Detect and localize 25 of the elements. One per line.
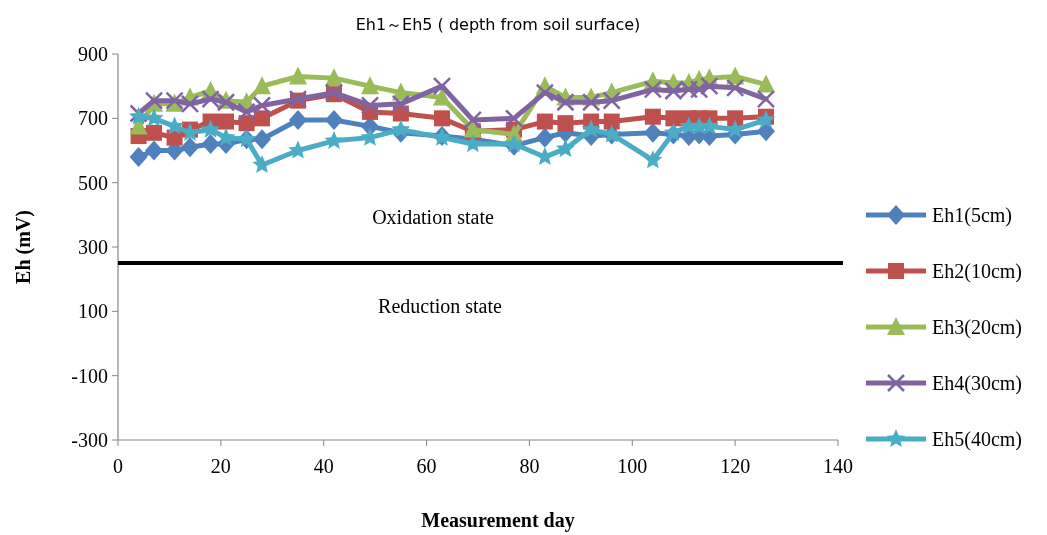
y-tick-label: -100 [71, 364, 108, 387]
x-tick-label: 140 [823, 455, 853, 477]
chart-title: Eh1～Eh5 ( depth from soil surface) [355, 15, 641, 34]
x-tick-label: 60 [416, 455, 437, 477]
y-axis-title: Eh (mV) [12, 210, 35, 284]
annotation: Reduction state [378, 295, 503, 317]
legend-label: Eh5(40cm) [932, 428, 1022, 451]
x-tick-label: 0 [113, 455, 123, 477]
legend-label: Eh1(5cm) [932, 204, 1012, 227]
x-tick-label: 100 [617, 455, 648, 477]
x-axis-title: Measurement day [421, 509, 575, 532]
y-tick-label: 100 [78, 300, 108, 323]
x-tick-label: 120 [720, 455, 751, 477]
x-tick-label: 20 [210, 455, 231, 477]
y-tick-label: 500 [78, 171, 108, 194]
x-tick-label: 80 [519, 455, 540, 477]
legend-label: Eh3(20cm) [932, 316, 1022, 339]
annotation: Oxidation state [372, 206, 494, 228]
y-tick-label: 900 [78, 43, 108, 65]
legend-label: Eh2(10cm) [932, 260, 1022, 283]
y-tick-label: 700 [78, 107, 108, 130]
x-tick-label: 40 [313, 455, 334, 477]
y-tick-label: 300 [78, 236, 108, 258]
legend-label: Eh4(30cm) [932, 372, 1022, 395]
y-tick-label: -300 [71, 429, 108, 451]
